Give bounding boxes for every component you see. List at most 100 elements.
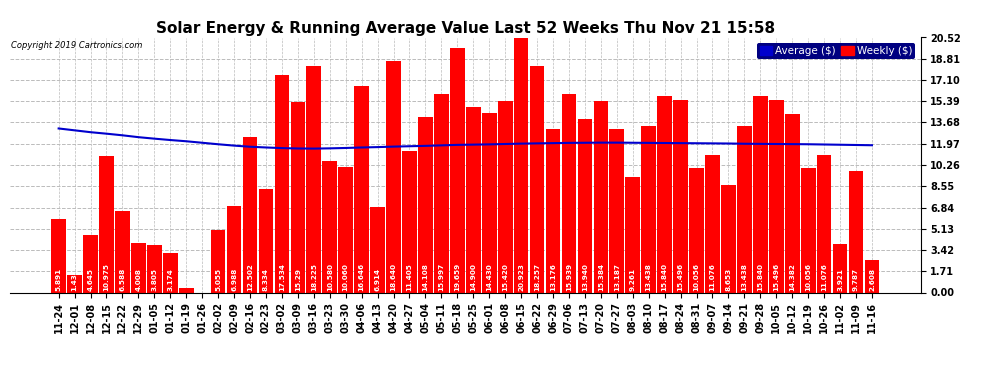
Bar [545, 129, 560, 292]
Text: 15.939: 15.939 [566, 263, 572, 291]
Text: 14.900: 14.900 [470, 263, 476, 291]
Text: 18.225: 18.225 [311, 263, 317, 291]
Text: 11.076: 11.076 [710, 263, 716, 291]
Text: 15.496: 15.496 [773, 263, 779, 291]
Text: 14.430: 14.430 [486, 264, 492, 291]
Text: 13.940: 13.940 [582, 263, 588, 291]
Text: 15.997: 15.997 [439, 263, 445, 291]
Bar [705, 155, 720, 292]
Text: 13.438: 13.438 [742, 263, 747, 291]
Text: Copyright 2019 Cartronics.com: Copyright 2019 Cartronics.com [11, 41, 143, 50]
Text: 8.653: 8.653 [726, 268, 732, 291]
Text: 19.659: 19.659 [454, 263, 460, 291]
Bar [626, 177, 641, 292]
Bar [610, 129, 624, 292]
Text: 13.438: 13.438 [645, 263, 651, 291]
Bar [386, 61, 401, 292]
Text: 3.174: 3.174 [167, 268, 173, 291]
Bar [514, 33, 529, 292]
Text: 15.496: 15.496 [677, 263, 683, 291]
Bar [673, 100, 688, 292]
Text: 10.056: 10.056 [694, 263, 700, 291]
Bar [864, 260, 879, 292]
Bar [115, 211, 130, 292]
Text: 3.805: 3.805 [151, 268, 157, 291]
Text: 5.891: 5.891 [55, 268, 61, 291]
Bar [163, 253, 177, 292]
Bar [769, 100, 784, 292]
Text: 15.29: 15.29 [295, 268, 301, 291]
Text: 10.060: 10.060 [343, 263, 348, 291]
Text: 9.261: 9.261 [630, 268, 636, 291]
Bar [737, 126, 751, 292]
Text: 9.787: 9.787 [853, 268, 859, 291]
Text: 13.187: 13.187 [614, 263, 620, 291]
Bar [290, 102, 305, 292]
Bar [339, 168, 353, 292]
Bar [817, 155, 832, 292]
Bar [354, 86, 369, 292]
Bar [307, 66, 321, 292]
Legend: Average ($), Weekly ($): Average ($), Weekly ($) [756, 43, 916, 59]
Text: 18.640: 18.640 [390, 263, 397, 291]
Bar [227, 206, 242, 292]
Text: 10.580: 10.580 [327, 263, 333, 291]
Bar [274, 75, 289, 292]
Bar [594, 101, 608, 292]
Bar [848, 171, 863, 292]
Text: 8.334: 8.334 [263, 268, 269, 291]
Bar [753, 96, 767, 292]
Bar [147, 245, 161, 292]
Bar [83, 235, 98, 292]
Bar [243, 137, 257, 292]
Bar [561, 94, 576, 292]
Bar [418, 117, 433, 292]
Bar [833, 244, 847, 292]
Text: 11.076: 11.076 [821, 263, 827, 291]
Text: 6.988: 6.988 [231, 268, 237, 291]
Bar [801, 168, 816, 292]
Bar [498, 101, 513, 292]
Bar [99, 156, 114, 292]
Text: 6.588: 6.588 [120, 268, 126, 291]
Text: 5.055: 5.055 [215, 268, 221, 291]
Text: 15.840: 15.840 [661, 263, 667, 291]
Bar [657, 96, 672, 292]
Bar [577, 119, 592, 292]
Text: 15.420: 15.420 [502, 263, 508, 291]
Bar [323, 161, 337, 292]
Title: Solar Energy & Running Average Value Last 52 Weeks Thu Nov 21 15:58: Solar Energy & Running Average Value Las… [155, 21, 775, 36]
Text: 10.975: 10.975 [104, 263, 110, 291]
Text: 3.921: 3.921 [838, 268, 843, 291]
Text: 4.008: 4.008 [136, 268, 142, 291]
Bar [258, 189, 273, 292]
Bar [67, 275, 82, 292]
Bar [785, 114, 800, 292]
Text: 18.257: 18.257 [534, 263, 541, 291]
Bar [450, 48, 464, 292]
Text: 12.502: 12.502 [248, 263, 253, 291]
Text: 13.176: 13.176 [550, 263, 556, 291]
Text: 4.645: 4.645 [87, 268, 93, 291]
Bar [370, 207, 385, 292]
Text: 1.43: 1.43 [71, 273, 77, 291]
Text: 2.608: 2.608 [869, 268, 875, 291]
Text: 15.840: 15.840 [757, 263, 763, 291]
Bar [466, 107, 480, 292]
Bar [211, 230, 226, 292]
Bar [530, 66, 544, 292]
Bar [179, 288, 194, 292]
Bar [721, 185, 736, 292]
Bar [131, 243, 146, 292]
Bar [482, 113, 497, 292]
Text: 14.382: 14.382 [789, 263, 795, 291]
Text: 14.108: 14.108 [423, 263, 429, 291]
Bar [434, 94, 448, 292]
Bar [689, 168, 704, 292]
Text: 17.534: 17.534 [279, 263, 285, 291]
Text: 16.646: 16.646 [358, 263, 364, 291]
Text: 20.923: 20.923 [518, 263, 524, 291]
Bar [402, 151, 417, 292]
Text: 15.384: 15.384 [598, 263, 604, 291]
Text: 10.056: 10.056 [805, 263, 811, 291]
